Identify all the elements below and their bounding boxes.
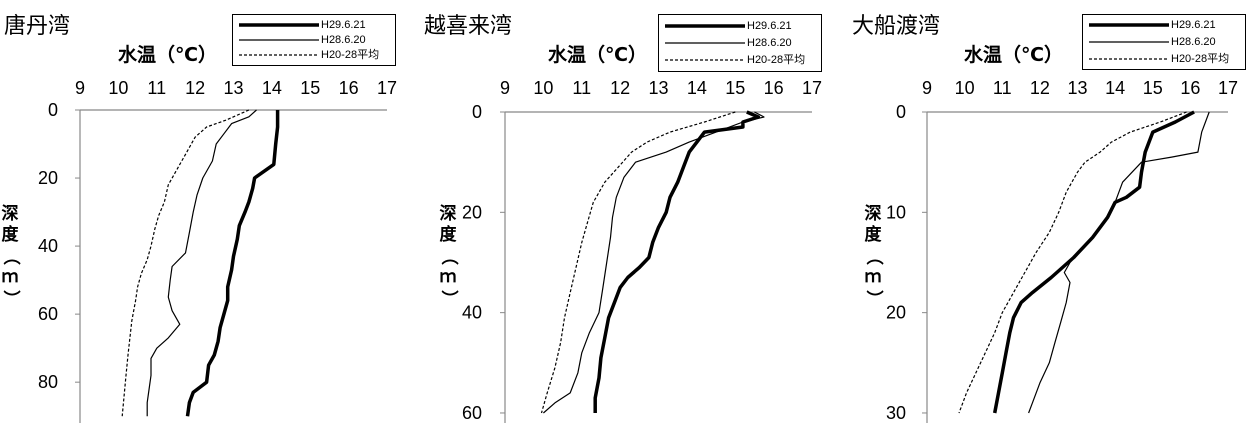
y-axis-label: 深度（ｍ） bbox=[0, 204, 21, 307]
x-tick-label: 17 bbox=[377, 78, 397, 98]
series-line-H29.6.21 bbox=[593, 110, 761, 413]
legend-label: H29.6.21 bbox=[747, 20, 792, 32]
y-axis-label: 深度（ｍ） bbox=[438, 204, 459, 307]
x-tick-label: 14 bbox=[1105, 78, 1125, 98]
series-line-H28.6.20 bbox=[146, 109, 257, 417]
y-tick-label: 10 bbox=[886, 202, 906, 222]
y-tick-label: 60 bbox=[462, 403, 482, 423]
x-tick-label: 14 bbox=[687, 78, 707, 98]
chart-plot: 9 10 11 12 13 14 15 16 17 0 20 40 60 80 bbox=[38, 78, 397, 423]
x-tick-label: 15 bbox=[725, 78, 745, 98]
chart-title: 大船渡湾 bbox=[852, 14, 941, 39]
legend-entry: H29.6.21 bbox=[233, 18, 395, 32]
legend-label: H20-28平均 bbox=[321, 49, 380, 61]
y-tick-label: 0 bbox=[896, 102, 906, 122]
y-tick-label: 30 bbox=[886, 403, 906, 423]
y-tick-label: 20 bbox=[38, 168, 58, 188]
legend-entry: H28.6.20 bbox=[1083, 35, 1245, 49]
legend-label: H29.6.21 bbox=[1171, 19, 1216, 31]
x-tick-label: 17 bbox=[1218, 78, 1238, 98]
series-line-H29.6.21 bbox=[185, 110, 280, 417]
x-tick-label: 10 bbox=[955, 78, 975, 98]
x-tick-label: 9 bbox=[922, 78, 932, 98]
y-tick-label: 0 bbox=[48, 100, 58, 120]
chart-legend: H29.6.21 H28.6.20 H20-28平均 bbox=[1082, 14, 1246, 70]
y-tick-label: 20 bbox=[886, 303, 906, 323]
series-line-H20-28平均 bbox=[958, 111, 1187, 414]
chart-plot: 9 10 11 12 13 14 15 16 17 0 10 20 30 bbox=[886, 78, 1238, 423]
y-tick-label: 60 bbox=[38, 304, 58, 324]
x-tick-label: 10 bbox=[108, 78, 128, 98]
chart-legend: H29.6.21 H28.6.20 H20-28平均 bbox=[658, 14, 822, 72]
chart-panel-tonin-bay: 9 10 11 12 13 14 15 16 17 0 20 40 60 80 唐丹湾 水温（℃） 深度（… bbox=[0, 0, 420, 423]
y-tick-label: 20 bbox=[462, 202, 482, 222]
legend-entry: H20-28平均 bbox=[233, 48, 395, 62]
series-line-H20-28平均 bbox=[121, 109, 250, 417]
x-axis-label: 水温（℃） bbox=[118, 44, 218, 66]
x-tick-label: 10 bbox=[533, 78, 553, 98]
series-line-H29.6.21 bbox=[992, 110, 1195, 414]
chart-title: 越喜来湾 bbox=[424, 14, 513, 39]
chart-legend: H29.6.21 H28.6.20 H20-28平均 bbox=[232, 14, 396, 66]
x-tick-label: 11 bbox=[147, 78, 166, 98]
x-tick-label: 9 bbox=[75, 78, 85, 98]
legend-entry: H20-28平均 bbox=[1083, 52, 1245, 66]
legend-label: H29.6.21 bbox=[321, 19, 366, 31]
legend-label: H20-28平均 bbox=[747, 54, 806, 66]
x-tick-label: 12 bbox=[185, 78, 205, 98]
y-tick-label: 40 bbox=[38, 236, 58, 256]
x-tick-label: 14 bbox=[262, 78, 282, 98]
legend-entry: H20-28平均 bbox=[659, 53, 821, 67]
x-axis-label: 水温（℃） bbox=[548, 44, 648, 66]
y-tick-label: 0 bbox=[472, 102, 482, 122]
x-tick-label: 13 bbox=[648, 78, 668, 98]
chart-title: 唐丹湾 bbox=[4, 14, 71, 39]
chart-panel-ofunato-bay: 9 10 11 12 13 14 15 16 17 0 10 20 30 大船渡湾 水温（℃） 深度（ｍ… bbox=[840, 0, 1260, 423]
x-tick-label: 15 bbox=[300, 78, 320, 98]
x-tick-label: 11 bbox=[572, 78, 591, 98]
chart-plot: 9 10 11 12 13 14 15 16 17 0 20 40 60 bbox=[462, 78, 822, 423]
y-axis-label: 深度（ｍ） bbox=[863, 204, 884, 307]
x-tick-label: 12 bbox=[1030, 78, 1050, 98]
y-tick-label: 40 bbox=[462, 303, 482, 323]
legend-label: H20-28平均 bbox=[1171, 53, 1230, 65]
legend-entry: H29.6.21 bbox=[659, 19, 821, 33]
x-axis-label: 水温（℃） bbox=[964, 44, 1064, 66]
x-tick-label: 17 bbox=[802, 78, 822, 98]
x-tick-label: 12 bbox=[610, 78, 630, 98]
x-tick-label: 13 bbox=[1067, 78, 1087, 98]
chart-panel-okirai-bay: 9 10 11 12 13 14 15 16 17 0 20 40 60 越喜来湾 水温（℃） 深度（ｍ… bbox=[420, 0, 840, 423]
legend-label: H28.6.20 bbox=[1171, 36, 1216, 48]
y-tick-label: 80 bbox=[38, 372, 58, 392]
series-line-H28.6.20 bbox=[543, 111, 765, 414]
x-tick-label: 15 bbox=[1143, 78, 1163, 98]
x-tick-label: 16 bbox=[764, 78, 784, 98]
series-line-H28.6.20 bbox=[1028, 111, 1210, 414]
legend-entry: H28.6.20 bbox=[659, 36, 821, 50]
x-tick-label: 13 bbox=[223, 78, 243, 98]
x-tick-label: 11 bbox=[993, 78, 1012, 98]
x-tick-label: 9 bbox=[500, 78, 510, 98]
legend-entry: H28.6.20 bbox=[233, 33, 395, 47]
x-tick-label: 16 bbox=[339, 78, 359, 98]
legend-entry: H29.6.21 bbox=[1083, 18, 1245, 32]
legend-label: H28.6.20 bbox=[747, 37, 792, 49]
x-tick-label: 16 bbox=[1180, 78, 1200, 98]
series-line-H20-28平均 bbox=[540, 111, 736, 414]
legend-label: H28.6.20 bbox=[321, 34, 366, 46]
